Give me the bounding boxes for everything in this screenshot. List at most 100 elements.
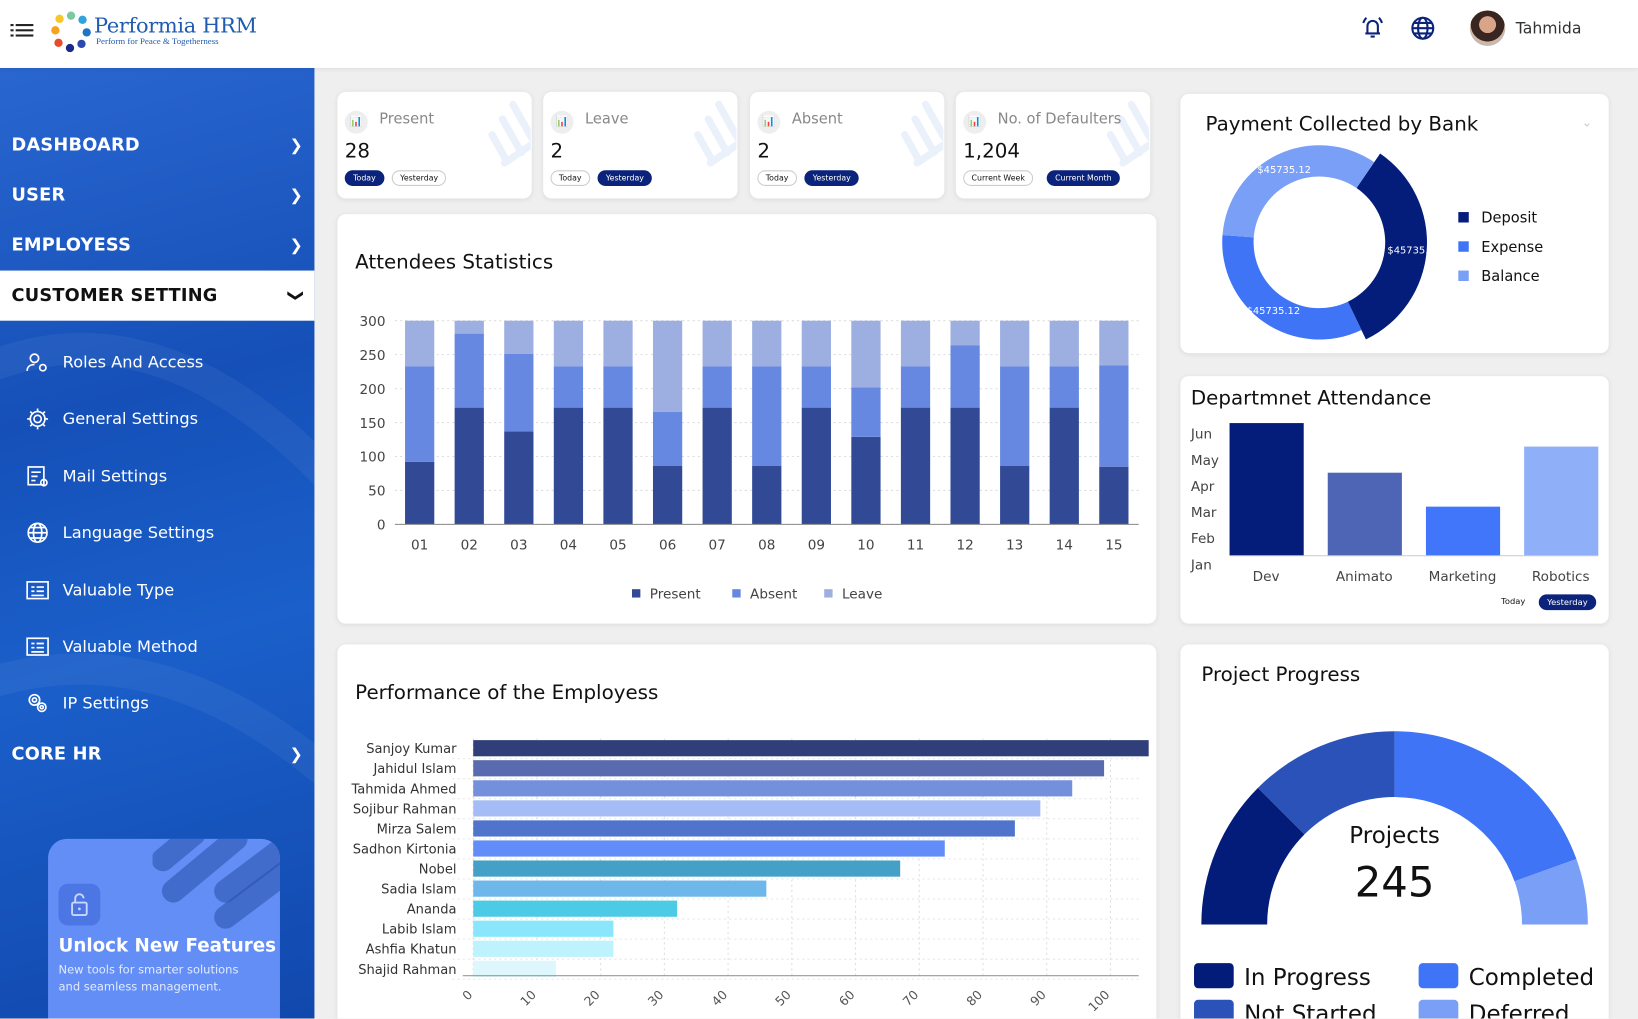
gauge-center-value: 245 — [1355, 857, 1435, 906]
slice-label: $45735.12 — [1257, 165, 1311, 176]
bar-sojibur-rahman — [473, 800, 1041, 817]
y-tick-label: Shajid Rahman — [358, 963, 456, 978]
bar-absent-10 — [851, 387, 881, 437]
sidebar-item-valuable-type[interactable]: Valuable Type — [25, 574, 174, 605]
sidebar-item-mail-settings[interactable]: Mail Settings — [25, 460, 167, 491]
globe-icon[interactable] — [1409, 15, 1436, 42]
sidebar-item-general-settings[interactable]: General Settings — [25, 404, 198, 435]
app-title: Performia HRM — [94, 12, 257, 38]
y-tick-label: Mar — [1191, 505, 1217, 521]
performance-card: Performance of the Employess 0 10 20 30 40 50… — [337, 644, 1157, 1019]
unlock-icon — [71, 893, 88, 917]
bar-leave-06 — [652, 320, 683, 412]
card-title: Payment Collected by Bank — [1205, 112, 1479, 136]
stat-card-absent: 📊 Absent 2 Today Yesterday — [750, 91, 945, 199]
toggle-current-week[interactable]: Current Week — [963, 170, 1034, 186]
stat-value: 28 — [344, 139, 370, 163]
bell-icon[interactable] — [1359, 15, 1386, 42]
unlock-features-card[interactable]: Unlock New Features New tools for smarte… — [48, 838, 280, 1019]
bar-leave-15 — [1099, 320, 1129, 366]
sidebar-item-roles-and-access[interactable]: Roles And Access — [25, 347, 203, 378]
bar-present-15 — [1099, 466, 1129, 525]
y-tick-label: Sanjoy Kumar — [366, 742, 457, 757]
legend-label: Deposit — [1481, 210, 1537, 227]
toggle-today[interactable]: Today — [1493, 594, 1533, 611]
menu-icon[interactable] — [10, 23, 34, 40]
chevron-down-icon[interactable]: ⌄ — [1581, 114, 1593, 130]
avatar[interactable] — [1469, 10, 1506, 46]
sidebar-item-customer-setting[interactable]: CUSTOMER SETTING ❯ — [0, 270, 315, 321]
toggle-yesterday[interactable]: Yesterday — [391, 170, 447, 186]
legend-label: Leave — [842, 587, 882, 603]
y-tick-label: Jahidul Islam — [372, 762, 456, 777]
y-tick-label: May — [1191, 453, 1219, 469]
bar-present-07 — [702, 407, 732, 525]
bar-absent-05 — [603, 366, 633, 408]
toggle-yesterday[interactable]: Yesterday — [597, 170, 653, 186]
x-tick-label: 04 — [560, 537, 577, 553]
gauge-segment-in-progress — [1201, 787, 1305, 925]
bar-robotics — [1524, 446, 1599, 556]
sidebar-item-ip-settings[interactable]: IP Settings — [25, 688, 149, 719]
bar-leave-07 — [702, 320, 732, 367]
watermark-chart-icon — [901, 100, 944, 167]
x-tick-label: 08 — [758, 537, 775, 553]
legend-swatch — [632, 589, 641, 598]
y-tick-label: 100 — [360, 450, 386, 466]
gauge-segment-not-started — [1257, 731, 1395, 835]
toggle-today[interactable]: Today — [550, 170, 590, 186]
sidebar-item-dashboard[interactable]: DASHBOARD ❯ — [0, 120, 314, 170]
app-subtitle: Perform for Peace & Togetherness — [96, 35, 219, 46]
bar-present-03 — [504, 431, 534, 525]
x-tick-label: Dev — [1253, 569, 1280, 585]
globe-icon — [27, 522, 48, 544]
department-chart: Jan Feb Mar Apr May Jun Dev Animato Marketing Rob… — [1190, 423, 1599, 585]
y-tick-label: 200 — [360, 382, 386, 398]
mail-settings-icon — [27, 465, 48, 487]
sidebar: DASHBOARD ❯ USER ❯ EMPLOYESS ❯ CUSTOMER SET… — [0, 67, 315, 1019]
attendees-chart: 0 50 100 150 200 250 300 01 02 03 04 05 06 07 08 09 10 11… — [360, 314, 1139, 603]
y-tick-label: Nobel — [419, 863, 457, 878]
bar-chart-icon: 📊 — [344, 110, 368, 134]
bar-sanjoy-kumar — [473, 740, 1149, 757]
bar-jahidul-islam — [473, 760, 1105, 777]
sidebar-item-user[interactable]: USER ❯ — [0, 170, 314, 220]
y-tick-label: Mirza Salem — [377, 822, 457, 837]
x-tick-label: 06 — [659, 537, 676, 553]
x-tick-label: 30 — [645, 987, 667, 1009]
x-tick-label: 15 — [1105, 537, 1122, 553]
sidebar-item-core-hr[interactable]: CORE HR ❯ — [0, 729, 314, 779]
promo-text: and seamless management. — [58, 979, 222, 994]
sidebar-item-employess[interactable]: EMPLOYESS ❯ — [0, 220, 314, 270]
x-tick-label: 40 — [708, 987, 730, 1009]
card-title: Departmnet Attendance — [1190, 386, 1432, 410]
sidebar-item-valuable-method[interactable]: Valuable Method — [25, 631, 198, 662]
username[interactable]: Tahmida — [1515, 18, 1582, 38]
slice-balance — [1222, 145, 1375, 238]
toggle-today[interactable]: Today — [757, 170, 797, 186]
sidebar-item-language-settings[interactable]: Language Settings — [25, 517, 214, 548]
x-tick-label: 11 — [907, 537, 924, 553]
chevron-right-icon: ❯ — [289, 185, 303, 205]
x-tick-label: 0 — [459, 987, 475, 1003]
toggle-current-month[interactable]: Current Month — [1046, 170, 1120, 186]
stat-label: No. of Defaulters — [997, 110, 1122, 128]
bar-shajid-rahman — [473, 960, 557, 977]
bar-leave-11 — [900, 320, 931, 367]
bar-animato — [1327, 472, 1402, 556]
toggle-yesterday[interactable]: Yesterday — [804, 170, 860, 186]
x-tick-label: 50 — [772, 987, 794, 1009]
chevron-right-icon: ❯ — [289, 135, 303, 155]
y-tick-label: 250 — [360, 348, 386, 364]
y-tick-label: 50 — [368, 484, 385, 500]
stat-label: Present — [379, 110, 435, 128]
y-tick-label: Sojibur Rahman — [353, 802, 457, 817]
toggle-yesterday[interactable]: Yesterday — [1538, 594, 1597, 611]
bar-present-01 — [405, 461, 435, 525]
bar-absent-06 — [652, 411, 683, 467]
x-tick-label: 90 — [1027, 987, 1049, 1009]
y-tick-label: 150 — [360, 416, 386, 432]
legend-label: Present — [650, 587, 701, 603]
bar-leave-14 — [1049, 320, 1079, 367]
toggle-today[interactable]: Today — [344, 170, 385, 186]
